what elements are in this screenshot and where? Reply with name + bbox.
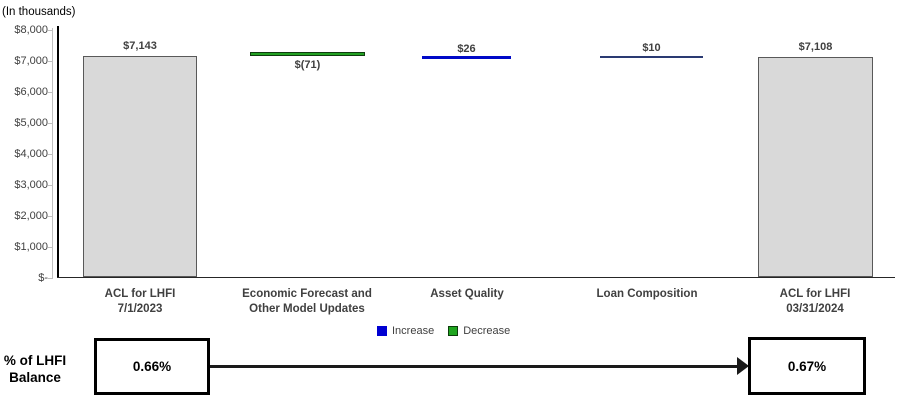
legend-item-decrease: Decrease: [448, 325, 510, 337]
arrow-line: [210, 365, 737, 368]
y-tick-6000: $6,000: [14, 86, 48, 98]
bar-acl-ending-balance: [758, 57, 873, 277]
data-label-acl-ending: $7,108: [798, 41, 833, 53]
category-line1: ACL for LHFI: [104, 288, 176, 300]
y-tick-zero: $-: [38, 272, 48, 284]
bar-loan-composition-increase: [600, 56, 703, 58]
x-axis-line: [57, 277, 895, 278]
y-tick-5000: $5,000: [14, 117, 48, 129]
y-tick-7000: $7,000: [14, 55, 48, 67]
category-line1: Economic Forecast and: [242, 288, 372, 300]
increase-swatch-icon: [377, 326, 387, 336]
category-label-loan-composition: Loan Composition: [552, 287, 742, 302]
chart-legend: Increase Decrease: [377, 325, 510, 337]
decrease-swatch-icon: [448, 326, 459, 336]
category-line2: 7/1/2023: [117, 303, 163, 315]
category-line2: Other Model Updates: [249, 303, 365, 315]
pct-label-line2: Balance: [9, 370, 61, 385]
bar-economic-forecast-decrease: [250, 52, 365, 56]
data-label-loan-composition: $10: [642, 42, 661, 54]
y-tick-4000: $4,000: [14, 148, 48, 160]
axis-units-label: (In thousands): [2, 6, 76, 18]
legend-item-increase: Increase: [377, 325, 434, 337]
bar-asset-quality-increase: [422, 56, 511, 59]
category-line1: ACL for LHFI: [779, 288, 851, 300]
data-label-acl-beginning: $7,143: [123, 40, 157, 52]
y-tick-3000: $3,000: [14, 179, 48, 191]
pct-start-value-box: 0.66%: [94, 338, 210, 395]
pct-end-value-box: 0.67%: [748, 337, 866, 395]
plot-area-left-border: [57, 26, 59, 278]
category-line2: 03/31/2024: [786, 303, 844, 315]
y-axis-tick-marks: [48, 30, 53, 279]
category-line1: Asset Quality: [430, 288, 504, 300]
category-label-acl-beginning: ACL for LHFI 7/1/2023: [45, 287, 235, 317]
data-label-economic-forecast: $(71): [294, 59, 321, 71]
category-line1: Loan Composition: [596, 288, 698, 300]
bar-acl-beginning-balance: [83, 56, 197, 277]
y-tick-2000: $2,000: [14, 210, 48, 222]
category-label-acl-ending: ACL for LHFI 03/31/2024: [720, 287, 905, 317]
category-label-economic-forecast: Economic Forecast and Other Model Update…: [212, 287, 402, 317]
legend-decrease-label: Decrease: [463, 325, 511, 337]
arrow-head-icon: [737, 357, 749, 375]
y-tick-8000: $8,000: [14, 24, 48, 36]
legend-increase-label: Increase: [392, 325, 435, 337]
pct-lhfi-balance-label: % of LHFI Balance: [2, 352, 68, 386]
data-label-asset-quality: $26: [457, 43, 476, 55]
y-tick-1000: $1,000: [14, 241, 48, 253]
y-axis-line: [52, 28, 53, 278]
pct-label-line1: % of LHFI: [3, 353, 67, 368]
category-label-asset-quality: Asset Quality: [372, 287, 562, 302]
